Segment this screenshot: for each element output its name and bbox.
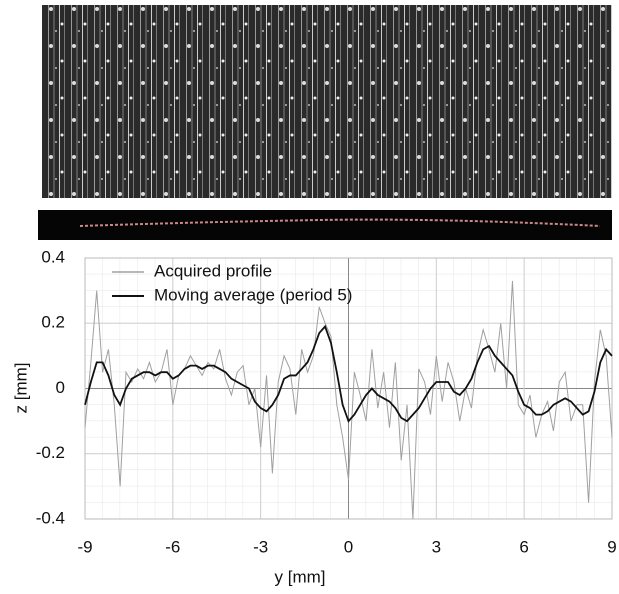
y-tick-label: 0.4 bbox=[41, 247, 65, 266]
surface-image bbox=[42, 5, 612, 198]
series-line bbox=[84, 280, 613, 520]
series-line bbox=[84, 324, 613, 423]
legend-label: Acquired profile bbox=[154, 261, 272, 280]
y-tick-label: 0.2 bbox=[41, 313, 65, 332]
plot-frame bbox=[84, 257, 613, 520]
x-tick-label: 9 bbox=[607, 537, 616, 556]
x-tick-label: 6 bbox=[519, 537, 528, 556]
profile-image bbox=[38, 210, 612, 240]
x-tick-label: -6 bbox=[165, 537, 180, 556]
y-tick-label: -0.4 bbox=[36, 508, 65, 527]
x-tick-label: -3 bbox=[253, 537, 268, 556]
x-tick-label: 0 bbox=[344, 537, 353, 556]
y-tick-label: -0.2 bbox=[36, 443, 65, 462]
x-tick-label: -9 bbox=[77, 537, 92, 556]
legend-label: Moving average (period 5) bbox=[154, 285, 352, 304]
y-tick-label: 0 bbox=[56, 378, 65, 397]
x-axis-label: y [mm] bbox=[275, 567, 326, 586]
y-axis-label: z [mm] bbox=[11, 363, 30, 414]
x-tick-label: 3 bbox=[432, 537, 441, 556]
profile-trace bbox=[79, 218, 601, 227]
